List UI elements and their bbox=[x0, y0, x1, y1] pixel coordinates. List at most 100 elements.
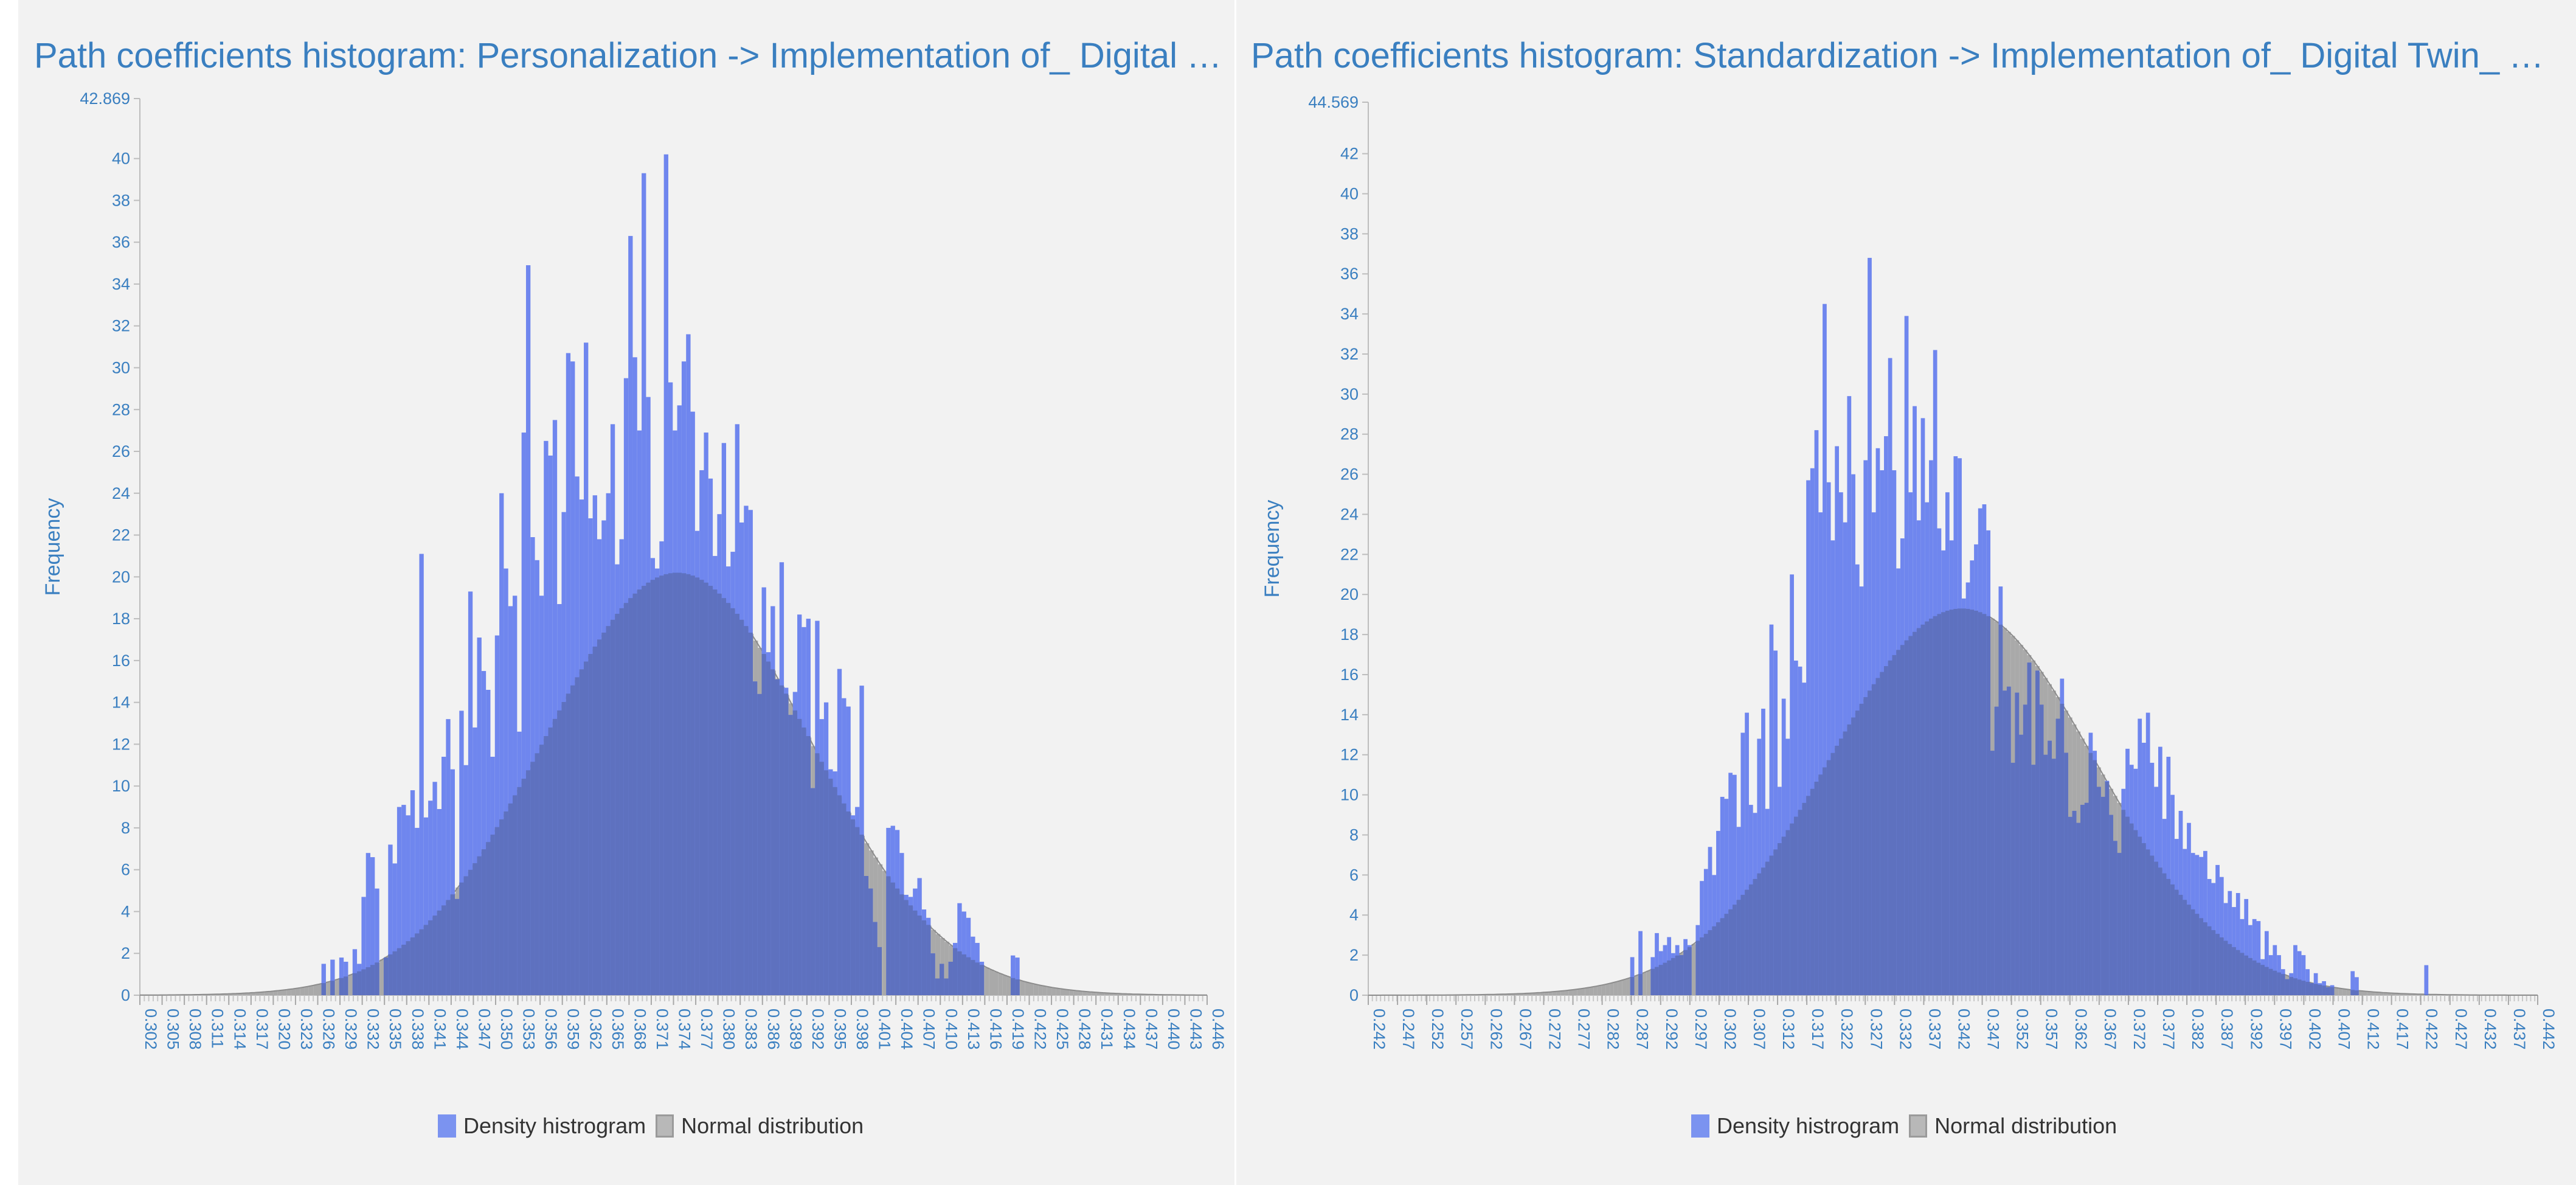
histogram-bar[interactable] bbox=[525, 265, 531, 996]
histogram-bar[interactable] bbox=[2355, 977, 2359, 995]
legend-item-density[interactable]: Density histrogram bbox=[1691, 1113, 1899, 1139]
histogram-bar[interactable] bbox=[2219, 877, 2224, 995]
histogram-bar[interactable] bbox=[1011, 955, 1016, 995]
legend-item-density[interactable]: Density histrogram bbox=[438, 1113, 646, 1139]
histogram-bar[interactable] bbox=[432, 782, 437, 995]
histogram-bar[interactable] bbox=[437, 808, 442, 995]
histogram-bar[interactable] bbox=[2293, 945, 2297, 995]
histogram-bar[interactable] bbox=[396, 807, 402, 995]
normal-bar bbox=[2379, 992, 2384, 995]
histogram-bar[interactable] bbox=[548, 455, 553, 995]
histogram-bar[interactable] bbox=[2228, 891, 2232, 995]
histogram-bar[interactable] bbox=[1773, 650, 1778, 995]
histogram-bar[interactable] bbox=[375, 888, 379, 995]
histogram-bar[interactable] bbox=[361, 897, 366, 995]
legend-item-normal[interactable]: Normal distribution bbox=[1909, 1113, 2117, 1139]
histogram-bar[interactable] bbox=[321, 964, 326, 995]
histogram-bar[interactable] bbox=[477, 638, 482, 995]
histogram-bar[interactable] bbox=[481, 671, 486, 995]
histogram-bar[interactable] bbox=[410, 790, 415, 995]
histogram-bar[interactable] bbox=[1708, 847, 1712, 995]
histogram-bar[interactable] bbox=[1757, 738, 1762, 995]
histogram-bar[interactable] bbox=[521, 433, 526, 995]
histogram-bar[interactable] bbox=[468, 591, 473, 995]
histogram-bar-overlap bbox=[2219, 937, 2224, 995]
histogram-bar-overlap bbox=[952, 948, 958, 995]
histogram-bar[interactable] bbox=[494, 635, 500, 995]
histogram-bar[interactable] bbox=[370, 857, 375, 995]
normal-bar bbox=[2383, 992, 2387, 995]
histogram-bar[interactable] bbox=[352, 949, 358, 995]
histogram-bar[interactable] bbox=[2350, 971, 2355, 995]
histogram-bar[interactable] bbox=[1868, 257, 1872, 995]
histogram-bar[interactable] bbox=[441, 757, 446, 995]
histogram-bar[interactable] bbox=[419, 554, 424, 995]
histogram-bar[interactable] bbox=[2215, 864, 2220, 995]
histogram-bar[interactable] bbox=[406, 815, 410, 995]
histogram-bar[interactable] bbox=[365, 853, 371, 995]
histogram-bar[interactable] bbox=[415, 827, 420, 995]
normal-bar bbox=[935, 934, 941, 995]
histogram-bar[interactable] bbox=[423, 817, 429, 995]
histogram-bar[interactable] bbox=[2256, 921, 2261, 995]
histogram-bar[interactable] bbox=[1806, 480, 1810, 995]
histogram-bar[interactable] bbox=[330, 959, 335, 995]
histogram-bar[interactable] bbox=[1745, 712, 1749, 995]
histogram-bar-overlap bbox=[365, 967, 371, 995]
histogram-bar[interactable] bbox=[1703, 869, 1708, 995]
histogram-bar[interactable] bbox=[957, 903, 962, 995]
histogram-bar[interactable] bbox=[2297, 951, 2302, 995]
histogram-bar[interactable] bbox=[642, 173, 646, 996]
histogram-bar[interactable] bbox=[339, 957, 344, 995]
histogram-bar[interactable] bbox=[1724, 799, 1729, 995]
histogram-bar[interactable] bbox=[2244, 898, 2249, 995]
histogram-bar[interactable] bbox=[504, 568, 508, 995]
y-axis-label: Frequency bbox=[1261, 500, 1284, 598]
histogram-bar[interactable] bbox=[1826, 482, 1831, 995]
histogram-bar[interactable] bbox=[2264, 931, 2269, 995]
legend-item-normal[interactable]: Normal distribution bbox=[656, 1113, 864, 1139]
histogram-bar[interactable] bbox=[1015, 957, 1020, 995]
histogram-bar[interactable] bbox=[1823, 304, 1827, 995]
histogram-bar[interactable] bbox=[2424, 965, 2429, 995]
histogram-bar[interactable] bbox=[1733, 774, 1737, 995]
histogram-bar[interactable] bbox=[1769, 624, 1774, 995]
histogram-bar[interactable] bbox=[446, 719, 451, 995]
histogram-bar[interactable] bbox=[2273, 945, 2277, 995]
histogram-bar[interactable] bbox=[1818, 512, 1823, 995]
histogram-bar[interactable] bbox=[428, 801, 433, 995]
histogram-bar[interactable] bbox=[1810, 468, 1815, 995]
histogram-bar[interactable] bbox=[473, 727, 477, 995]
histogram-bar[interactable] bbox=[570, 361, 575, 996]
histogram-bar[interactable] bbox=[2235, 893, 2240, 995]
histogram-bar[interactable] bbox=[1638, 931, 1643, 995]
histogram-bar[interactable] bbox=[1814, 430, 1819, 995]
histogram-bar[interactable] bbox=[508, 606, 513, 995]
histogram-bar[interactable] bbox=[1847, 396, 1852, 995]
histogram-bar[interactable] bbox=[1728, 773, 1733, 995]
histogram-bar[interactable] bbox=[552, 420, 558, 995]
histogram-bar[interactable] bbox=[450, 769, 455, 995]
histogram-bar[interactable] bbox=[1740, 732, 1745, 995]
histogram-bar[interactable] bbox=[966, 917, 971, 995]
histogram-bar[interactable] bbox=[388, 844, 393, 995]
histogram-bar[interactable] bbox=[1761, 708, 1765, 995]
histogram-bar[interactable] bbox=[566, 353, 571, 995]
histogram-bar[interactable] bbox=[1655, 933, 1659, 995]
histogram-bar[interactable] bbox=[1790, 574, 1794, 995]
histogram-bar[interactable] bbox=[392, 863, 397, 995]
histogram-bar[interactable] bbox=[459, 711, 464, 995]
histogram-bar[interactable] bbox=[499, 493, 504, 995]
histogram-bar[interactable] bbox=[1720, 796, 1725, 995]
histogram-bar-overlap bbox=[975, 962, 980, 995]
histogram-bar[interactable] bbox=[1716, 830, 1720, 995]
histogram-bar[interactable] bbox=[1835, 446, 1840, 995]
histogram-bar[interactable] bbox=[961, 911, 966, 995]
histogram-bar[interactable] bbox=[401, 805, 406, 995]
histogram-bar[interactable] bbox=[1630, 957, 1635, 995]
histogram-bar-overlap bbox=[1700, 937, 1704, 995]
histogram-bar[interactable] bbox=[2252, 919, 2257, 995]
histogram-bar[interactable] bbox=[544, 440, 549, 995]
histogram-bar[interactable] bbox=[2166, 757, 2171, 995]
histogram-bar[interactable] bbox=[2301, 955, 2306, 995]
